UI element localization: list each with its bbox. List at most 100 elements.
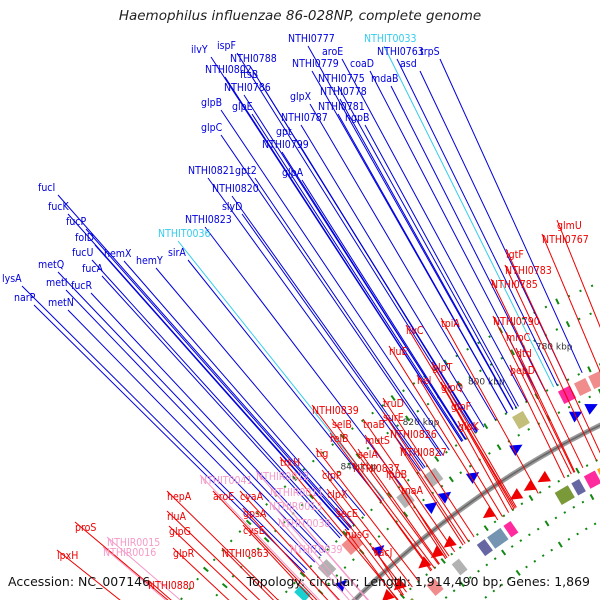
reverse-gene-label: hepA (167, 491, 192, 503)
leader-line (300, 124, 485, 428)
tick-mark (282, 520, 286, 524)
reverse-feature-block (476, 539, 493, 557)
tick-mark (351, 558, 355, 562)
leader-line (388, 345, 499, 521)
tick-mark (445, 450, 448, 454)
reverse-gene-label: NTHI0863 (222, 548, 269, 560)
leader-line (177, 240, 385, 500)
tick-mark (575, 467, 580, 474)
forward-feature-block (294, 585, 311, 600)
leader-line (172, 547, 230, 600)
tick-mark (572, 505, 576, 509)
tick-mark (440, 557, 446, 564)
forward-gene-label: folD (75, 232, 94, 244)
leader-line (556, 219, 600, 328)
leader-line (57, 271, 326, 553)
forward-gene-label: lysA (2, 273, 22, 285)
leader-line (337, 85, 517, 408)
forward-cds-arrow (371, 545, 385, 558)
tick-mark (284, 590, 288, 594)
reverse-gene-label: secE (336, 508, 358, 520)
tick-mark (515, 569, 521, 576)
leader-line (309, 103, 497, 421)
leader-line (241, 213, 424, 469)
tick-mark (588, 395, 592, 399)
leader-line (289, 543, 339, 600)
tick-mark (406, 478, 410, 482)
tick-mark (504, 412, 508, 416)
leader-line (416, 374, 503, 517)
forward-gene-label: coaD (350, 58, 374, 70)
leader-line (231, 195, 426, 468)
tick-mark (331, 443, 335, 447)
tick-mark (577, 373, 581, 376)
forward-gene-label: NTHI0821 (188, 165, 235, 177)
reverse-gene-label: ilvC (406, 325, 424, 337)
leader-line (239, 490, 340, 600)
tick-mark (468, 576, 472, 580)
tick-mark (493, 557, 497, 561)
leader-line (339, 98, 514, 410)
tick-mark (557, 541, 563, 548)
forward-gene-label: glpC (201, 122, 223, 134)
forward-gene-label: NTHI0779 (292, 58, 339, 70)
leader-line (492, 315, 572, 475)
leader-line (236, 52, 476, 433)
tick-mark (426, 402, 430, 406)
tick-mark (589, 312, 592, 316)
tick-mark (448, 476, 454, 483)
tick-mark (452, 589, 456, 593)
tick-mark (597, 388, 600, 396)
leader-line (106, 536, 181, 600)
tick-mark (245, 519, 252, 526)
tick-mark (456, 380, 462, 387)
tick-mark (386, 431, 390, 435)
reverse-gene-label: trkH (280, 457, 300, 469)
leader-line (269, 486, 369, 600)
tick-mark (500, 583, 504, 587)
tick-mark (484, 595, 488, 599)
forward-gene-label: fucR (71, 280, 93, 292)
tick-mark (308, 493, 314, 500)
reverse-gene-label: tnaB (363, 419, 385, 431)
leader-line (204, 226, 402, 486)
reverse-cds-arrow (430, 545, 444, 558)
tick-mark (584, 527, 588, 531)
reverse-gene-label: NTHIR0016 (103, 547, 156, 559)
forward-cds-arrow (424, 501, 438, 515)
leader-line (220, 134, 442, 457)
reverse-gene-label: NTHI0790 (493, 316, 540, 328)
leader-line (33, 304, 305, 573)
forward-gene-label: hgpB (345, 112, 369, 124)
leader-line (224, 76, 463, 442)
gene-labels: NTHI0777 NTHIT0033 ispF ilvY aroE NTHI0763trp… (2, 33, 589, 592)
forward-gene-label: slyD (222, 201, 242, 213)
reverse-cds-arrow (482, 506, 497, 519)
leader-line (187, 259, 382, 502)
forward-gene-label: NTHI0787 (281, 112, 328, 124)
leader-line (326, 488, 407, 593)
tick-mark (360, 419, 364, 423)
leader-line (242, 507, 329, 600)
forward-gene-label: gpt2 (235, 165, 257, 177)
genome-backbone (351, 422, 600, 600)
forward-gene-label: NTHI0823 (185, 214, 232, 226)
reverse-gene-label: gpsA (243, 508, 267, 520)
tick-mark (422, 498, 425, 502)
tick-mark (459, 581, 465, 588)
leader-line (155, 267, 366, 517)
forward-gene-label: aroE (322, 46, 343, 58)
reverse-gene-label: rluA (167, 511, 186, 523)
reverse-gene-label: glpG (169, 526, 191, 538)
leader-line (357, 448, 440, 565)
reverse-cds-arrow (523, 479, 538, 491)
tick-mark (468, 464, 472, 468)
forward-gene-label: hemY (136, 255, 163, 267)
reverse-gene-label: NTHI0839 (312, 405, 359, 417)
leader-line (307, 45, 514, 410)
leader-line (166, 510, 261, 600)
tick-mark (408, 587, 412, 591)
tick-mark (510, 349, 516, 356)
forward-cds-arrow (333, 579, 347, 593)
